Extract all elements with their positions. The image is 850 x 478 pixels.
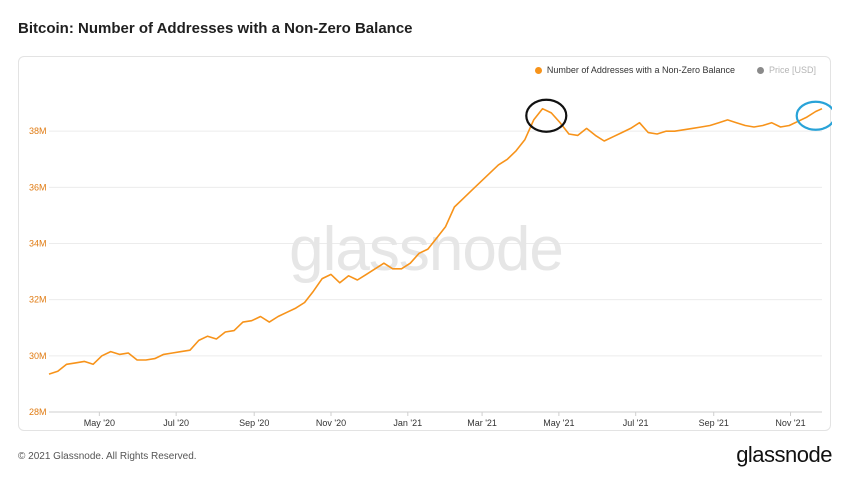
x-tick-label: May '21 [543,418,574,428]
legend-dot-price [756,66,764,74]
y-tick-label: 30M [29,351,47,361]
x-tick-label: Sep '21 [699,418,729,428]
annotation-circle-peak [525,98,568,133]
chart-card: Number of Addresses with a Non-Zero Bala… [18,56,832,432]
x-tick-label: Nov '20 [316,418,346,428]
x-tick-label: Jul '20 [163,418,189,428]
copyright-text: © 2021 Glassnode. All Rights Reserved. [18,451,197,462]
x-tick-label: Mar '21 [467,418,497,428]
chart-legend: Number of Addresses with a Non-Zero Bala… [534,65,816,75]
y-tick-label: 28M [29,407,47,417]
annotation-circle-latest [795,100,832,131]
x-tick-label: May '20 [84,418,115,428]
x-tick-label: Sep '20 [239,418,269,428]
legend-label-price: Price [USD] [768,65,816,75]
x-tick-label: Nov '21 [775,418,805,428]
y-tick-label: 34M [29,239,47,249]
x-tick-label: Jan '21 [393,418,422,428]
x-tick-label: Jul '21 [623,418,649,428]
legend-item-price[interactable]: Price [USD] [756,65,816,75]
legend-label-addresses: Number of Addresses with a Non-Zero Bala… [546,65,735,75]
chart-title: Bitcoin: Number of Addresses with a Non-… [18,20,413,37]
y-tick-label: 32M [29,295,47,305]
y-tick-label: 38M [29,126,47,136]
glassnode-logo[interactable]: glassnode [736,442,832,467]
legend-item-addresses[interactable]: Number of Addresses with a Non-Zero Bala… [534,65,735,75]
legend-dot-addresses [534,66,542,74]
series-line-addresses[interactable] [48,107,823,375]
y-tick-label: 36M [29,182,47,192]
